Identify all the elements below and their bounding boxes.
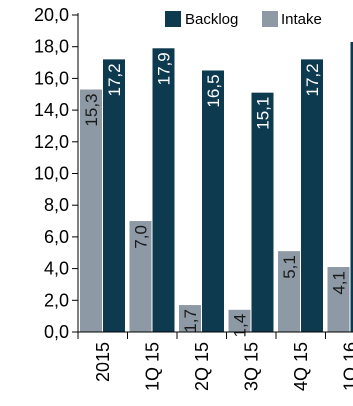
x-category-label: 4Q 15 xyxy=(291,342,311,391)
intake-data-label: 5,1 xyxy=(280,255,299,279)
backlog-bar xyxy=(301,59,323,332)
x-category-label: 1Q 15 xyxy=(142,342,162,391)
x-category-label: 1Q 16 xyxy=(340,342,353,391)
backlog-data-label: 17,9 xyxy=(155,52,174,85)
backlog-bar xyxy=(251,92,274,332)
intake-data-label: 15,3 xyxy=(82,93,101,126)
legend-swatch-backlog xyxy=(165,11,181,27)
y-tick-label: 12,0 xyxy=(34,132,69,152)
legend-label-intake: Intake xyxy=(281,11,322,28)
x-category-label: 2015 xyxy=(93,342,113,382)
y-tick-label: 16,0 xyxy=(34,68,69,88)
backlog-bar xyxy=(152,48,175,332)
intake-bar xyxy=(80,89,102,333)
y-tick-label: 18,0 xyxy=(34,37,69,57)
y-tick-label: 20,0 xyxy=(34,5,69,25)
y-tick-label: 8,0 xyxy=(44,195,69,215)
backlog-bar xyxy=(202,70,224,332)
intake-bar xyxy=(327,267,350,332)
bars-group: 15,317,27,017,91,716,51,415,15,117,24,11… xyxy=(80,41,353,338)
backlog-data-label: 17,2 xyxy=(105,63,124,96)
y-tick-label: 14,0 xyxy=(34,100,69,120)
y-tick-label: 10,0 xyxy=(34,164,69,184)
legend-label-backlog: Backlog xyxy=(185,11,238,28)
y-tick-label: 0,0 xyxy=(44,322,69,342)
intake-data-label: 1,4 xyxy=(231,314,250,338)
intake-data-label: 4,1 xyxy=(330,271,349,295)
y-tick-label: 4,0 xyxy=(44,259,69,279)
x-axis: 2015 1Q 15 2Q 15 3Q 15 4Q 15 1Q 16 xyxy=(77,331,353,391)
y-tick-label: 6,0 xyxy=(44,227,69,247)
intake-data-label: 7,0 xyxy=(132,225,151,249)
intake-bar xyxy=(179,305,201,332)
intake-data-label: 1,7 xyxy=(181,309,200,333)
y-tick-label: 2,0 xyxy=(44,290,69,310)
intake-bar xyxy=(129,221,152,332)
x-category-label: 2Q 15 xyxy=(192,342,212,391)
intake-bar xyxy=(278,251,300,332)
y-axis: 0,0 2,0 4,0 6,0 8,0 10,0 12,0 14,0 16,0 18,0 20,0 xyxy=(34,5,79,342)
backlog-bar xyxy=(103,59,125,332)
backlog-data-label: 15,1 xyxy=(254,97,273,130)
backlog-data-label: 16,5 xyxy=(204,74,223,107)
backlog-data-label: 17,2 xyxy=(303,63,322,96)
backlog-bar xyxy=(350,41,353,332)
legend: Backlog Intake xyxy=(165,11,322,28)
intake-bar xyxy=(228,309,251,332)
x-category-label: 3Q 15 xyxy=(241,342,261,391)
legend-swatch-intake xyxy=(262,11,278,27)
